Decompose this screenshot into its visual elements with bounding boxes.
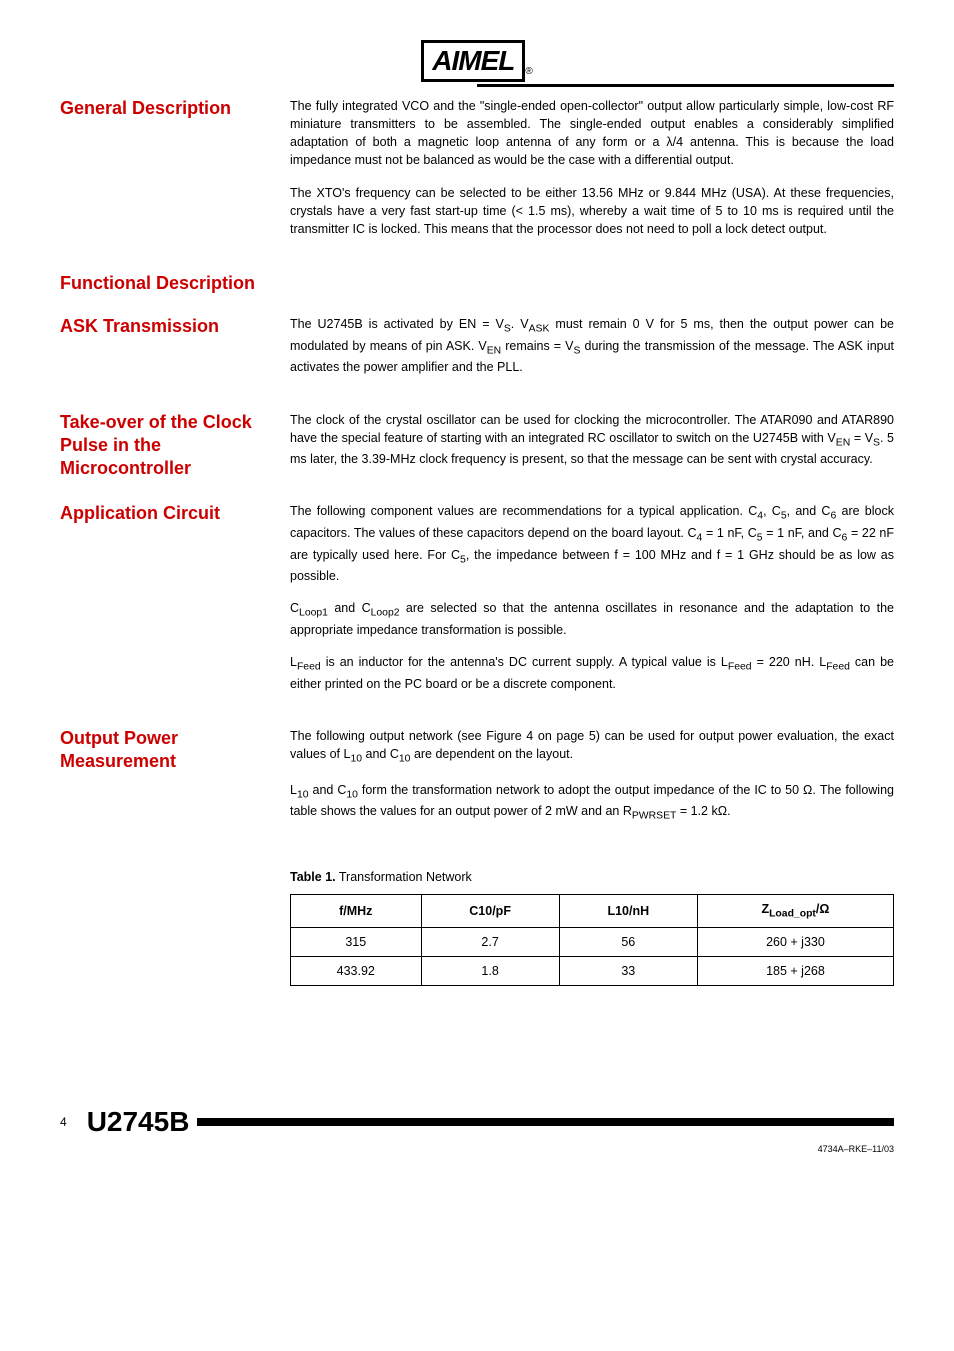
section-heading: General Description (60, 97, 290, 252)
paragraph: LFeed is an inductor for the antenna's D… (290, 653, 894, 693)
logo-name: AIMEL (432, 45, 514, 76)
logo-area: AIMEL ® (60, 40, 894, 87)
section: Take-over of the Clock Pulse in the Micr… (60, 411, 894, 483)
paragraph: CLoop1 and CLoop2 are selected so that t… (290, 599, 894, 639)
footer-docref: 4734A–RKE–11/03 (60, 1144, 894, 1154)
section-body: The U2745B is activated by EN = VS. VASK… (290, 315, 894, 390)
paragraph: The U2745B is activated by EN = VS. VASK… (290, 315, 894, 376)
table-header-cell: ZLoad_opt/Ω (697, 894, 893, 927)
table-cell: 2.7 (421, 927, 559, 956)
footer-line (197, 1118, 894, 1126)
table-left-spacer (60, 858, 290, 986)
section: Functional Description (60, 272, 894, 295)
table-cell: 1.8 (421, 956, 559, 985)
section-heading: Functional Description (60, 272, 290, 295)
section-body: The fully integrated VCO and the "single… (290, 97, 894, 252)
logo-registered: ® (525, 66, 532, 77)
section-heading: Output Power Measurement (60, 727, 290, 838)
table-cell: 433.92 (291, 956, 422, 985)
table-body-col: Table 1. Transformation Network f/MHzC10… (290, 858, 894, 986)
section-body (290, 272, 894, 295)
table-cell: 260 + j330 (697, 927, 893, 956)
logo-line (477, 84, 894, 87)
section-heading: Application Circuit (60, 502, 290, 706)
table-caption: Table 1. Transformation Network (290, 868, 894, 886)
table-cell: 185 + j268 (697, 956, 893, 985)
section: ASK TransmissionThe U2745B is activated … (60, 315, 894, 390)
paragraph: The following component values are recom… (290, 502, 894, 585)
table-cell: 33 (559, 956, 697, 985)
table-cell: 56 (559, 927, 697, 956)
section: Application CircuitThe following compone… (60, 502, 894, 706)
table-row: 3152.756260 + j330 (291, 927, 894, 956)
footer: 4 U2745B (60, 1106, 894, 1138)
section-heading: ASK Transmission (60, 315, 290, 390)
section: General DescriptionThe fully integrated … (60, 97, 894, 252)
section-body: The clock of the crystal oscillator can … (290, 411, 894, 483)
table-cell: 315 (291, 927, 422, 956)
table-header-cell: L10/nH (559, 894, 697, 927)
section-body: The following output network (see Figure… (290, 727, 894, 838)
logo-text: AIMEL (421, 40, 525, 82)
section-heading: Take-over of the Clock Pulse in the Micr… (60, 411, 290, 483)
section: Output Power MeasurementThe following ou… (60, 727, 894, 838)
paragraph: The XTO's frequency can be selected to b… (290, 184, 894, 238)
table-header-cell: f/MHz (291, 894, 422, 927)
section-body: The following component values are recom… (290, 502, 894, 706)
footer-page: 4 (60, 1115, 67, 1129)
footer-product: U2745B (87, 1106, 190, 1138)
table-row: 433.921.833185 + j268 (291, 956, 894, 985)
table-caption-label: Table 1. (290, 870, 336, 884)
transformation-table: f/MHzC10/pFL10/nHZLoad_opt/Ω 3152.756260… (290, 894, 894, 986)
paragraph: The following output network (see Figure… (290, 727, 894, 767)
table-header-cell: C10/pF (421, 894, 559, 927)
table-caption-text: Transformation Network (339, 870, 472, 884)
table-wrapper: Table 1. Transformation Network f/MHzC10… (60, 858, 894, 986)
paragraph: The fully integrated VCO and the "single… (290, 97, 894, 170)
paragraph: The clock of the crystal oscillator can … (290, 411, 894, 469)
paragraph: L10 and C10 form the transformation netw… (290, 781, 894, 824)
